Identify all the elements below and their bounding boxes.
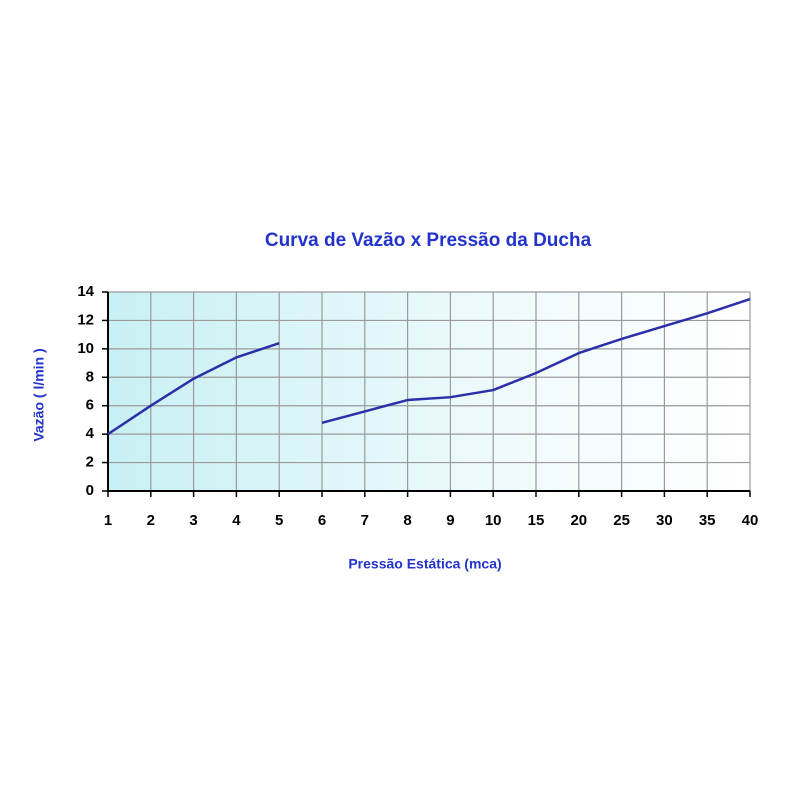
x-tick-label: 9: [446, 512, 454, 529]
y-tick-label: 2: [86, 454, 94, 471]
x-tick-label: 5: [275, 512, 283, 529]
x-tick-label: 40: [742, 512, 759, 529]
x-tick-label: 20: [570, 512, 587, 529]
data-line: [107, 341, 280, 436]
x-tick-label: 15: [528, 512, 545, 529]
y-tick-label: 6: [86, 397, 94, 414]
x-tick-label: 10: [485, 512, 502, 529]
x-tick-label: 30: [656, 512, 673, 529]
x-tick-label: 1: [104, 512, 112, 529]
chart-title: Curva de Vazão x Pressão da Ducha: [265, 230, 592, 251]
x-tick-label: 2: [147, 512, 155, 529]
y-axis-label: Vazão ( l/min ): [31, 348, 47, 441]
x-tick-label: 4: [232, 512, 241, 529]
y-tick-label: 14: [77, 283, 94, 300]
x-axis-label: Pressão Estática (mca): [348, 556, 501, 572]
data-line: [321, 297, 751, 424]
y-tick-label: 8: [86, 368, 94, 385]
x-tick-label: 35: [699, 512, 716, 529]
y-tick-label: 10: [77, 340, 94, 357]
y-tick-label: 4: [86, 425, 95, 442]
x-tick-label: 6: [318, 512, 326, 529]
y-tick-label: 0: [86, 482, 94, 499]
x-tick-label: 3: [189, 512, 197, 529]
plot-area: [108, 292, 750, 491]
x-tick-label: 7: [361, 512, 369, 529]
x-tick-label: 8: [403, 512, 411, 529]
x-tick-label: 25: [613, 512, 630, 529]
y-tick-label: 12: [77, 311, 94, 328]
